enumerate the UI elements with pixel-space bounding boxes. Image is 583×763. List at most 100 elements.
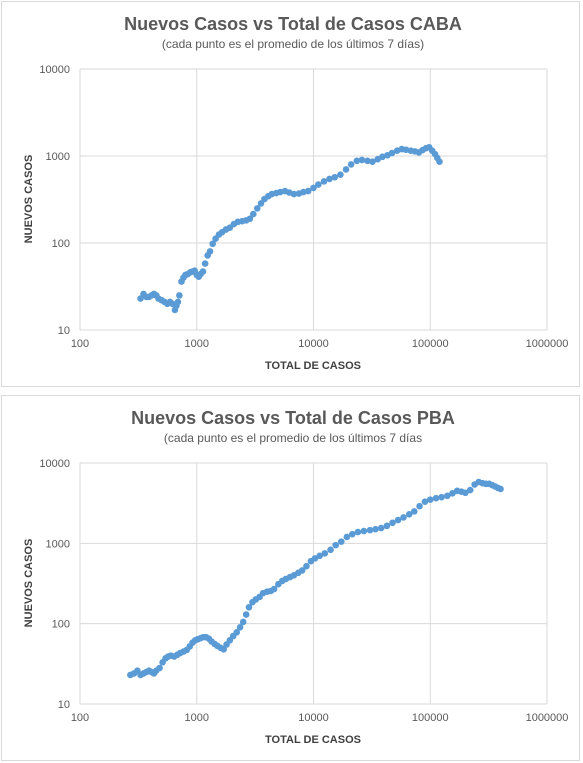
data-point bbox=[320, 178, 328, 185]
data-point bbox=[342, 166, 350, 173]
data-point bbox=[326, 175, 333, 183]
data-point bbox=[354, 528, 362, 536]
data-point bbox=[290, 190, 298, 198]
data-point bbox=[366, 526, 374, 534]
y-tick-label: 10000 bbox=[39, 458, 70, 470]
data-point bbox=[156, 664, 163, 672]
data-point bbox=[432, 494, 440, 502]
x-tick-label: 10000 bbox=[298, 712, 329, 724]
data-point bbox=[249, 210, 257, 218]
chart-caba: Nuevos Casos vs Total de Casos CABA (cad… bbox=[23, 14, 569, 372]
data-point bbox=[426, 496, 434, 503]
x-tick-label: 100000 bbox=[412, 338, 449, 350]
data-point bbox=[332, 541, 340, 549]
data-point bbox=[176, 292, 183, 299]
y-tick-label: 1000 bbox=[46, 151, 70, 163]
data-point bbox=[239, 618, 247, 626]
x-axis-ticks: 100 1000 10000 100000 1000000 bbox=[71, 338, 569, 350]
data-point bbox=[364, 157, 371, 165]
data-point bbox=[353, 157, 361, 165]
y-tick-label: 100 bbox=[52, 238, 70, 250]
x-tick-label: 100000 bbox=[412, 712, 449, 724]
data-point bbox=[298, 567, 306, 574]
data-point bbox=[246, 215, 254, 223]
data-point bbox=[201, 260, 209, 267]
data-point bbox=[270, 585, 278, 593]
data-point bbox=[416, 502, 423, 510]
data-point bbox=[174, 298, 182, 306]
y-tick-label: 100 bbox=[52, 619, 70, 631]
data-point bbox=[337, 538, 345, 545]
data-point bbox=[462, 489, 469, 497]
data-point bbox=[233, 629, 241, 636]
data-point bbox=[360, 527, 368, 535]
grid-lines bbox=[79, 68, 548, 331]
data-point bbox=[209, 240, 217, 248]
data-point bbox=[206, 248, 214, 255]
x-tick-label: 100 bbox=[71, 712, 89, 724]
chart-title: Nuevos Casos vs Total de Casos CABA bbox=[124, 14, 462, 34]
chart-panel-caba: Nuevos Casos vs Total de Casos CABA (cad… bbox=[1, 1, 580, 387]
x-axis-title: TOTAL DE CASOS bbox=[265, 734, 361, 746]
y-tick-label: 10 bbox=[58, 699, 70, 711]
data-point bbox=[358, 156, 366, 164]
data-point bbox=[349, 530, 356, 538]
x-tick-label: 1000000 bbox=[526, 338, 569, 350]
data-point bbox=[242, 611, 250, 618]
data-point bbox=[331, 173, 339, 181]
data-point bbox=[304, 187, 312, 195]
data-point bbox=[389, 519, 396, 527]
data-point bbox=[405, 510, 413, 518]
y-axis-title: NUEVOS CASOS bbox=[23, 155, 35, 244]
y-tick-label: 10000 bbox=[39, 64, 70, 76]
data-point bbox=[400, 514, 407, 521]
data-point bbox=[379, 153, 386, 161]
data-point bbox=[347, 161, 355, 168]
data-point bbox=[444, 492, 451, 500]
data-point bbox=[245, 603, 253, 611]
x-tick-label: 10000 bbox=[298, 338, 329, 350]
x-tick-label: 1000 bbox=[185, 712, 209, 724]
data-point bbox=[410, 508, 418, 515]
data-point bbox=[337, 171, 344, 178]
y-axis-ticks: 10 100 1000 10000 bbox=[39, 458, 70, 711]
chart-pba: Nuevos Casos vs Total de Casos PBA (cada… bbox=[23, 408, 569, 746]
data-point bbox=[466, 486, 474, 494]
data-point bbox=[383, 522, 391, 530]
x-tick-label: 1000 bbox=[185, 338, 209, 350]
data-point bbox=[327, 546, 334, 554]
data-point bbox=[388, 149, 396, 157]
x-tick-label: 1000000 bbox=[526, 712, 569, 724]
data-point bbox=[394, 516, 402, 524]
data-point bbox=[253, 205, 261, 212]
data-point bbox=[343, 533, 351, 541]
chart-panel-pba: Nuevos Casos vs Total de Casos PBA (cada… bbox=[1, 395, 580, 761]
data-points bbox=[127, 478, 504, 679]
data-point bbox=[438, 493, 445, 501]
chart-subtitle: (cada punto es el promedio de los último… bbox=[164, 431, 422, 445]
data-point bbox=[436, 158, 443, 165]
y-tick-label: 1000 bbox=[46, 538, 70, 550]
y-axis-title: NUEVOS CASOS bbox=[23, 539, 35, 628]
data-point bbox=[369, 158, 376, 165]
data-point bbox=[321, 550, 329, 557]
data-point bbox=[316, 552, 323, 560]
x-axis-ticks: 100 1000 10000 100000 1000000 bbox=[71, 712, 569, 724]
data-point bbox=[303, 562, 310, 570]
x-axis-title: TOTAL DE CASOS bbox=[265, 360, 361, 372]
chart-title: Nuevos Casos vs Total de Casos PBA bbox=[131, 408, 455, 428]
x-tick-label: 100 bbox=[71, 338, 89, 350]
data-point bbox=[199, 268, 207, 275]
data-point bbox=[421, 498, 429, 505]
data-points bbox=[137, 143, 443, 314]
data-point bbox=[220, 645, 227, 653]
data-point bbox=[310, 184, 317, 192]
y-tick-label: 10 bbox=[58, 325, 70, 337]
data-point bbox=[377, 524, 385, 532]
data-point bbox=[315, 181, 322, 188]
chart-subtitle: (cada punto es el promedio de los último… bbox=[162, 37, 424, 51]
data-point bbox=[236, 624, 244, 631]
data-point bbox=[497, 485, 504, 493]
grid-lines bbox=[79, 462, 548, 705]
data-point bbox=[372, 525, 379, 533]
